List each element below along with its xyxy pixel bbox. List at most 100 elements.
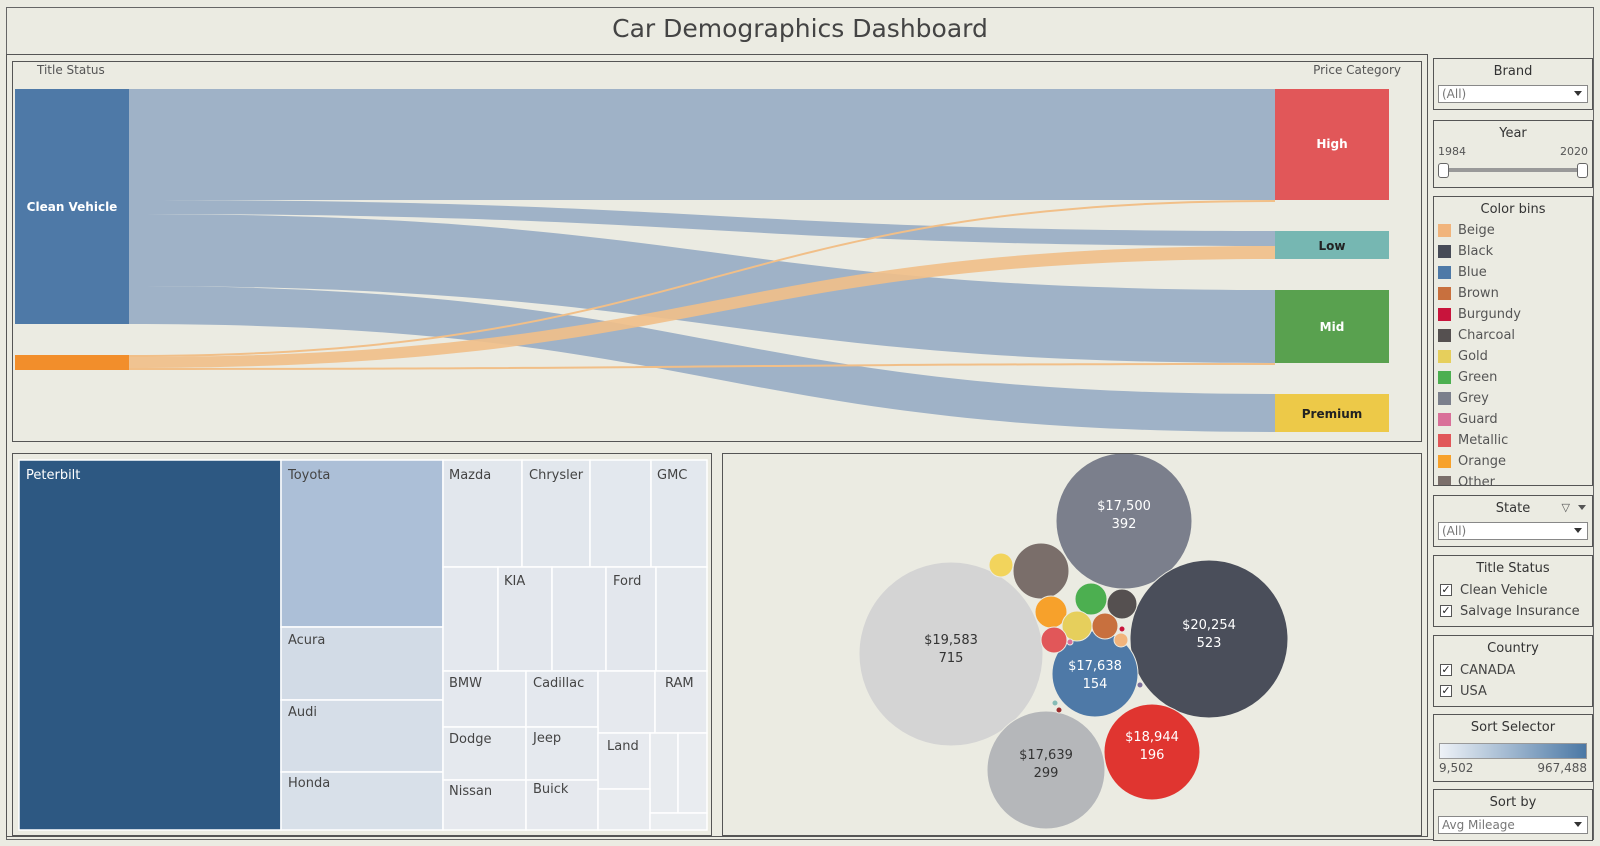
node-mid[interactable]	[1275, 290, 1389, 363]
state-dropdown[interactable]: (All)	[1438, 522, 1588, 540]
legend-item-blue[interactable]: Blue	[1434, 262, 1592, 283]
year-slider[interactable]	[1438, 161, 1588, 179]
checkbox-checked-icon[interactable]: ✓	[1440, 583, 1452, 596]
year-range-labels: 1984 2020	[1438, 145, 1588, 161]
filter-icon[interactable]: ▽	[1561, 501, 1570, 514]
bubble-charcoal[interactable]	[1106, 588, 1138, 620]
sort-selector-min: 9,502	[1439, 761, 1474, 775]
tile-blank-9[interactable]	[649, 812, 708, 831]
bubble-silver[interactable]	[858, 561, 1044, 747]
bubble-metallic[interactable]	[1040, 626, 1068, 654]
sort-by-dropdown[interactable]: Avg Mileage	[1438, 816, 1588, 834]
legend-item-burgundy[interactable]: Burgundy	[1434, 304, 1592, 325]
tile-blank-6[interactable]	[649, 732, 679, 814]
legend-item-grey[interactable]: Grey	[1434, 388, 1592, 409]
year-slider-min-handle[interactable]	[1438, 163, 1449, 178]
tile-ford[interactable]	[605, 566, 657, 672]
title-status-option-clean[interactable]: ✓ Clean Vehicle	[1434, 580, 1592, 601]
tile-blank-1[interactable]	[589, 459, 652, 568]
tile-label-acura: Acura	[288, 633, 326, 648]
tile-blank-8[interactable]	[597, 788, 651, 831]
legend-item-beige[interactable]: Beige	[1434, 220, 1592, 241]
title-status-option-salvage[interactable]: ✓ Salvage Insurance	[1434, 601, 1592, 622]
brand-filter: Brand (All)	[1433, 58, 1593, 110]
tile-peterbilt[interactable]	[18, 459, 282, 831]
year-slider-max-handle[interactable]	[1577, 163, 1588, 178]
legend-label: Charcoal	[1458, 328, 1516, 343]
country-option-usa[interactable]: ✓ USA	[1434, 681, 1592, 702]
bubble-tiny-3[interactable]	[1136, 681, 1144, 689]
legend-item-brown[interactable]: Brown	[1434, 283, 1592, 304]
bubble-tan[interactable]	[1113, 632, 1129, 648]
bubble-burgundy[interactable]	[1118, 625, 1126, 633]
tile-blank-4[interactable]	[655, 566, 708, 672]
checkbox-checked-icon[interactable]: ✓	[1440, 684, 1452, 697]
treemap-svg	[18, 459, 708, 831]
bubble-svg	[858, 454, 1289, 830]
node-low[interactable]	[1275, 231, 1389, 259]
legend-label: Green	[1458, 370, 1498, 385]
legend-label: Blue	[1458, 265, 1487, 280]
legend-item-metallic[interactable]: Metallic	[1434, 430, 1592, 451]
tile-nissan[interactable]	[442, 779, 527, 831]
node-high[interactable]	[1275, 89, 1389, 200]
tile-ram[interactable]	[654, 670, 708, 734]
tile-gmc[interactable]	[650, 459, 708, 568]
tile-label-cadillac: Cadillac	[533, 676, 585, 691]
legend-item-other[interactable]: Other	[1434, 472, 1592, 486]
tile-label-bmw: BMW	[449, 676, 482, 691]
legend-item-gold[interactable]: Gold	[1434, 346, 1592, 367]
tile-chrysler[interactable]	[521, 459, 591, 568]
legend-item-charcoal[interactable]: Charcoal	[1434, 325, 1592, 346]
flow-clean-high[interactable]	[129, 89, 1275, 200]
bubble-red[interactable]	[1103, 703, 1201, 801]
chevron-down-icon	[1574, 528, 1582, 533]
tile-jeep[interactable]	[525, 726, 599, 781]
chevron-down-icon	[1574, 91, 1582, 96]
flow-clean-premium[interactable]	[129, 286, 1275, 432]
tile-blank-2[interactable]	[442, 566, 499, 672]
bubble-tiny-1[interactable]	[1051, 699, 1059, 707]
tile-blank-7[interactable]	[677, 732, 708, 814]
bubble-guard[interactable]	[1066, 638, 1074, 646]
tile-honda[interactable]	[280, 771, 444, 831]
legend-item-black[interactable]: Black	[1434, 241, 1592, 262]
node-salvage[interactable]	[15, 355, 129, 370]
flow-salvage-mid[interactable]	[129, 363, 1275, 370]
tile-mazda[interactable]	[442, 459, 523, 568]
brand-dropdown[interactable]: (All)	[1438, 85, 1588, 103]
dashboard-title: Car Demographics Dashboard	[612, 14, 988, 43]
checkbox-checked-icon[interactable]: ✓	[1440, 663, 1452, 676]
country-option-canada[interactable]: ✓ CANADA	[1434, 660, 1592, 681]
flow-salvage-low[interactable]	[129, 246, 1275, 368]
bubble-other[interactable]	[1012, 542, 1070, 600]
flow-clean-mid[interactable]	[129, 214, 1275, 363]
tile-land[interactable]	[597, 732, 651, 790]
country-filter: Country ✓ CANADA ✓ USA	[1433, 635, 1593, 707]
node-premium[interactable]	[1275, 394, 1389, 432]
tile-toyota[interactable]	[280, 459, 444, 628]
bubble-gold[interactable]	[988, 552, 1014, 578]
bubble-tiny-2[interactable]	[1055, 706, 1063, 714]
legend-item-green[interactable]: Green	[1434, 367, 1592, 388]
bubble-green[interactable]	[1074, 582, 1108, 616]
legend-item-guard[interactable]: Guard	[1434, 409, 1592, 430]
legend-label: Beige	[1458, 223, 1495, 238]
tile-cadillac[interactable]	[525, 670, 599, 728]
bubble-black[interactable]	[1129, 559, 1289, 719]
tile-dodge[interactable]	[442, 726, 527, 781]
legend-label: Other	[1458, 475, 1495, 486]
tile-blank-5[interactable]	[597, 670, 656, 734]
tile-blank-3[interactable]	[551, 566, 607, 672]
color-swatch	[1438, 266, 1451, 279]
bubble-label-light-grey: $17,639 299	[1019, 748, 1073, 781]
legend-item-orange[interactable]: Orange	[1434, 451, 1592, 472]
tile-label-mazda: Mazda	[449, 468, 492, 483]
flow-clean-low[interactable]	[129, 200, 1275, 246]
bubble-light-grey[interactable]	[986, 710, 1106, 830]
tile-buick[interactable]	[525, 779, 599, 831]
node-clean-vehicle[interactable]	[15, 89, 129, 324]
menu-chevron-icon[interactable]	[1578, 505, 1586, 510]
checkbox-checked-icon[interactable]: ✓	[1440, 604, 1452, 617]
bubble-brown[interactable]	[1091, 612, 1119, 640]
